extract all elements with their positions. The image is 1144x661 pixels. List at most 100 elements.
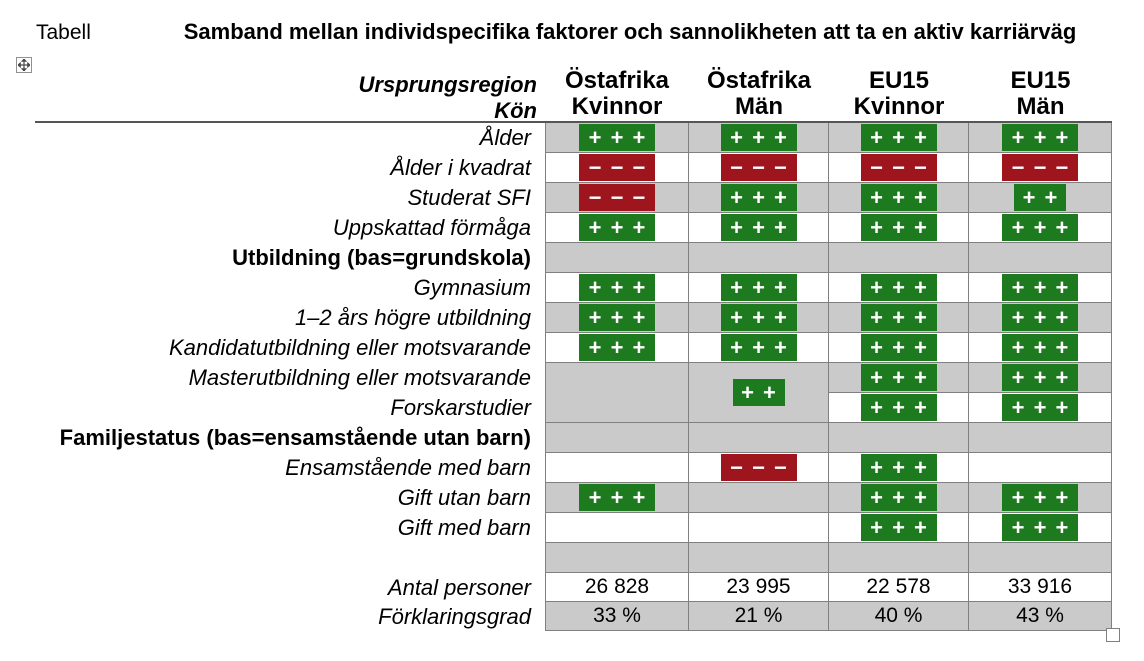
table-cell: 40 % bbox=[829, 602, 969, 631]
negative-significance-box: − − − bbox=[720, 454, 797, 481]
table-cell: + + + bbox=[689, 213, 829, 243]
positive-significance-box: + + + bbox=[720, 184, 797, 211]
positive-significance-box: + + + bbox=[1002, 124, 1078, 151]
table-cell: + + + bbox=[545, 483, 689, 513]
table-cell: + + + bbox=[829, 513, 969, 543]
table-cell: + + + bbox=[689, 303, 829, 333]
table-cell: + + + bbox=[969, 393, 1112, 423]
positive-significance-box: + + + bbox=[860, 184, 937, 211]
table-cell bbox=[545, 243, 689, 273]
table-cell bbox=[689, 483, 829, 513]
row-label: Uppskattad förmåga bbox=[332, 215, 531, 240]
table-cell: + + + bbox=[969, 123, 1112, 153]
table-cell bbox=[829, 543, 969, 573]
row-label: Gymnasium bbox=[413, 275, 531, 300]
table-cell bbox=[689, 543, 829, 573]
table-cell: + + + bbox=[969, 213, 1112, 243]
row-label: Gift utan barn bbox=[397, 485, 531, 510]
positive-significance-box: + + + bbox=[720, 334, 797, 361]
table-cell: 33 916 bbox=[969, 573, 1112, 602]
table-cell: + + + bbox=[969, 333, 1112, 363]
table-cell: 26 828 bbox=[545, 573, 689, 602]
column-header-gender: Kvinnor bbox=[853, 93, 945, 120]
table-cell: + + + bbox=[969, 303, 1112, 333]
row-label: Kandidatutbildning eller motsvarande bbox=[168, 335, 531, 360]
table-cell: − − − bbox=[689, 153, 829, 183]
table-cell: + + + bbox=[969, 273, 1112, 303]
column-header-gender: Kvinnor bbox=[571, 93, 663, 120]
table-cell: + + + bbox=[969, 363, 1112, 393]
table-cell: + + + bbox=[829, 363, 969, 393]
column-header-region: EU15 bbox=[868, 67, 930, 94]
header-kon: Kön bbox=[494, 98, 537, 123]
negative-significance-box: − − − bbox=[579, 154, 655, 181]
table-cell: + + + bbox=[829, 333, 969, 363]
table-cell: + + + bbox=[545, 273, 689, 303]
table-cell: + + + bbox=[829, 393, 969, 423]
row-label: Förklaringsgrad bbox=[378, 604, 531, 629]
table-cell bbox=[969, 453, 1112, 483]
negative-significance-box: − − − bbox=[720, 154, 797, 181]
positive-significance-box: + + + bbox=[720, 304, 797, 331]
row-label: Forskarstudier bbox=[390, 395, 531, 420]
table-move-handle-icon[interactable] bbox=[16, 57, 32, 73]
column-header-1: Östafrika Kvinnor bbox=[545, 68, 689, 120]
table-cell: + + + bbox=[829, 273, 969, 303]
table-cell: + + + bbox=[545, 303, 689, 333]
column-header-region: Östafrika bbox=[706, 67, 812, 94]
positive-significance-box: + + + bbox=[860, 124, 937, 151]
positive-significance-box: + + + bbox=[1002, 364, 1078, 391]
table-resize-handle[interactable] bbox=[1106, 628, 1120, 642]
table-caption: Tabell bbox=[36, 21, 91, 44]
table-cell bbox=[545, 513, 689, 543]
positive-significance-box: + + + bbox=[860, 274, 937, 301]
row-label: Antal personer bbox=[387, 575, 531, 600]
column-header-gender: Män bbox=[735, 93, 783, 120]
positive-significance-box: + + + bbox=[579, 214, 655, 241]
column-header-2: Östafrika Män bbox=[689, 68, 829, 120]
table-cell: + + + bbox=[545, 333, 689, 363]
positive-significance-box: + + + bbox=[720, 214, 797, 241]
row-label: Ålder bbox=[479, 125, 531, 150]
table-cell: + + + bbox=[829, 123, 969, 153]
column-header-region: Östafrika bbox=[564, 67, 670, 94]
table-cell: + + + bbox=[969, 513, 1112, 543]
positive-significance-box: + + + bbox=[860, 394, 937, 421]
table-cell: + + + bbox=[969, 483, 1112, 513]
positive-significance-box: + + + bbox=[1002, 274, 1078, 301]
table-cell: + + + bbox=[545, 213, 689, 243]
table-cell bbox=[689, 423, 829, 453]
positive-significance-box: + + + bbox=[720, 124, 797, 151]
positive-significance-box: + + + bbox=[579, 274, 655, 301]
positive-significance-box: + + + bbox=[860, 304, 937, 331]
row-label: Familjestatus (bas=ensamstående utan bar… bbox=[59, 425, 531, 450]
column-header-gender: Män bbox=[1016, 93, 1065, 120]
table-cell: 23 995 bbox=[689, 573, 829, 602]
header-separator-line bbox=[35, 121, 1112, 123]
table-cell bbox=[969, 243, 1112, 273]
positive-significance-box: + + + bbox=[1002, 304, 1078, 331]
positive-significance-box: + + + bbox=[1002, 484, 1078, 511]
row-label: Ensamstående med barn bbox=[285, 455, 531, 480]
positive-significance-box: + + + bbox=[579, 124, 655, 151]
positive-significance-box: + + bbox=[1014, 184, 1066, 211]
header-ursprungsregion: Ursprungsregion bbox=[358, 72, 537, 97]
row-label: Ålder i kvadrat bbox=[390, 155, 531, 180]
table-cell: + + bbox=[969, 183, 1112, 213]
positive-significance-box: + + bbox=[732, 379, 785, 406]
table-cell: 43 % bbox=[969, 602, 1112, 631]
table-cell: + + bbox=[689, 363, 829, 423]
positive-significance-box: + + + bbox=[579, 484, 655, 511]
positive-significance-box: + + + bbox=[579, 334, 655, 361]
positive-significance-box: + + + bbox=[860, 454, 937, 481]
table-cell bbox=[829, 243, 969, 273]
positive-significance-box: + + + bbox=[860, 364, 937, 391]
column-header-region: EU15 bbox=[1010, 67, 1071, 94]
positive-significance-box: + + + bbox=[860, 484, 937, 511]
row-label bbox=[0, 543, 537, 573]
table-cell: + + + bbox=[829, 183, 969, 213]
row-label: Studerat SFI bbox=[407, 185, 531, 210]
positive-significance-box: + + + bbox=[1002, 394, 1078, 421]
four-arrows-icon bbox=[18, 59, 30, 71]
negative-significance-box: − − − bbox=[579, 184, 655, 211]
